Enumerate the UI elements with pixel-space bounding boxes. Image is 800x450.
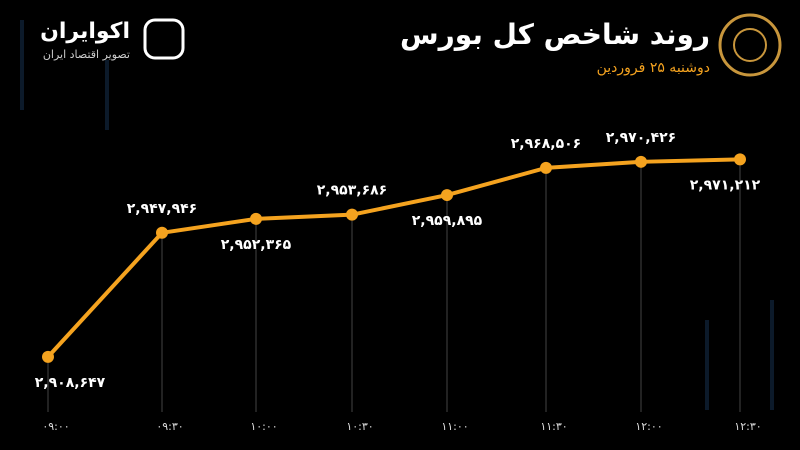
x-tick-label: ۱۱:۳۰ bbox=[540, 420, 567, 433]
value-label: ۲,۹۴۷,۹۴۶ bbox=[127, 201, 197, 217]
x-tick-label: ۱۲:۳۰ bbox=[734, 420, 761, 433]
point bbox=[42, 350, 54, 363]
point bbox=[156, 226, 168, 239]
value-label: ۲,۹۶۸,۵۰۶ bbox=[511, 136, 581, 152]
value-label: ۲,۹۷۱,۲۱۲ bbox=[690, 177, 761, 193]
brand-logo bbox=[143, 18, 185, 60]
point bbox=[346, 208, 358, 221]
point bbox=[540, 161, 552, 174]
x-tick-label: ۱۰:۰۰ bbox=[250, 420, 277, 433]
header-icon bbox=[718, 13, 782, 77]
point bbox=[734, 153, 746, 166]
point bbox=[635, 155, 647, 168]
value-label: ۲,۹۵۹,۸۹۵ bbox=[412, 213, 483, 229]
line bbox=[46, 157, 741, 359]
value-label: ۲,۹۰۸,۶۴۷ bbox=[35, 375, 106, 391]
value-label: ۲,۹۵۲,۳۶۵ bbox=[221, 237, 292, 253]
point bbox=[441, 189, 453, 202]
x-tick-label: ۰۹:۰۰ bbox=[42, 420, 69, 433]
x-tick-label: ۱۲:۰۰ bbox=[635, 420, 662, 433]
value-label: ۲,۹۷۰,۴۲۶ bbox=[606, 130, 676, 146]
title: روند شاخص کل بورس bbox=[400, 18, 710, 51]
value-label: ۲,۹۵۳,۶۸۶ bbox=[317, 183, 387, 199]
point bbox=[250, 212, 262, 225]
brand-tagline: تصویر اقتصاد ایران bbox=[43, 48, 130, 61]
background-decoration bbox=[20, 20, 774, 410]
subtitle: دوشنبه ۲۵ فروردین bbox=[597, 60, 710, 76]
x-tick-label: ۱۱:۰۰ bbox=[441, 420, 468, 433]
x-tick-label: ۱۰:۳۰ bbox=[346, 420, 373, 433]
brand: اکوایران bbox=[40, 19, 130, 44]
x-tick-label: ۰۹:۳۰ bbox=[156, 420, 183, 433]
